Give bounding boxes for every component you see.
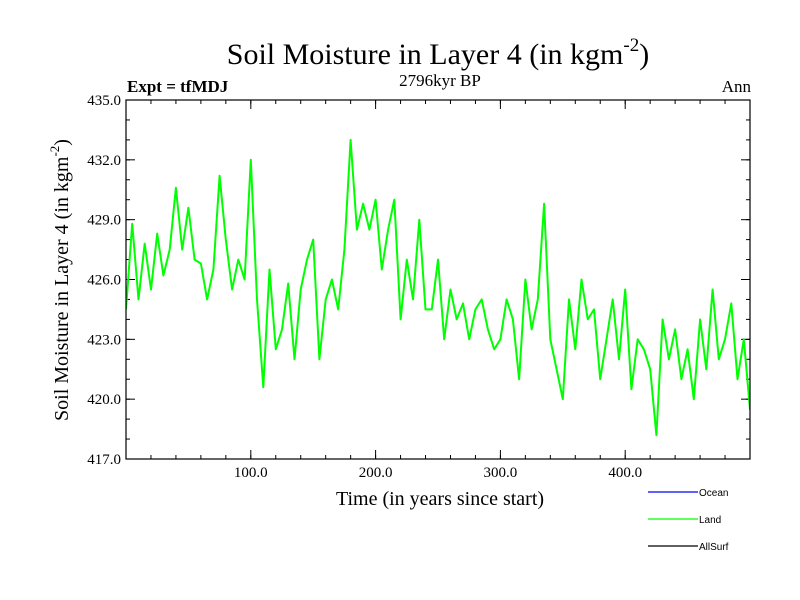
y-tick-label: 417.0: [87, 452, 121, 468]
series-line-land: [126, 138, 750, 437]
y-tick-label: 423.0: [87, 332, 121, 348]
x-tick-label: 100.0: [234, 465, 268, 481]
season-label: Ann: [722, 77, 752, 96]
legend: Ocean Land AllSurf: [648, 488, 729, 553]
chart-title-superscript: -2: [623, 35, 639, 56]
x-axis-label: Time (in years since start): [336, 488, 544, 510]
y-tick-label: 435.0: [87, 93, 121, 109]
y-axis-label: Soil Moisture in Layer 4 (in kgm-2): [47, 139, 73, 421]
y-tick-label: 426.0: [87, 273, 121, 289]
y-tick-label: 420.0: [87, 392, 121, 408]
y-axis-label-superscript: -2: [47, 146, 62, 157]
legend-label-land: Land: [699, 515, 721, 526]
experiment-label: Expt = tfMDJ: [127, 77, 229, 96]
y-axis-label-main: Soil Moisture in Layer 4 (in kgm: [51, 156, 73, 421]
chart-title-main: Soil Moisture in Layer 4 (in kgm: [227, 38, 624, 71]
plot-frame: [125, 99, 751, 460]
x-tick-label: 200.0: [359, 465, 393, 481]
x-tick-label: 400.0: [608, 465, 642, 481]
chart-title: Soil Moisture in Layer 4 (in kgm-2): [227, 35, 649, 71]
chart-title-close: ): [639, 38, 649, 71]
legend-label-allsurf: AllSurf: [699, 542, 729, 553]
chart-subtitle: 2796kyr BP: [399, 71, 481, 90]
y-tick-label: 432.0: [87, 153, 121, 169]
x-tick-label: 300.0: [484, 465, 518, 481]
y-axis-label-close: ): [51, 139, 73, 146]
axis-ticks: 100.0 200.0 300.0 400.0 417.0 420.0 423.0 426.0…: [87, 93, 751, 481]
legend-label-ocean: Ocean: [699, 488, 728, 499]
y-tick-label: 429.0: [87, 213, 121, 229]
